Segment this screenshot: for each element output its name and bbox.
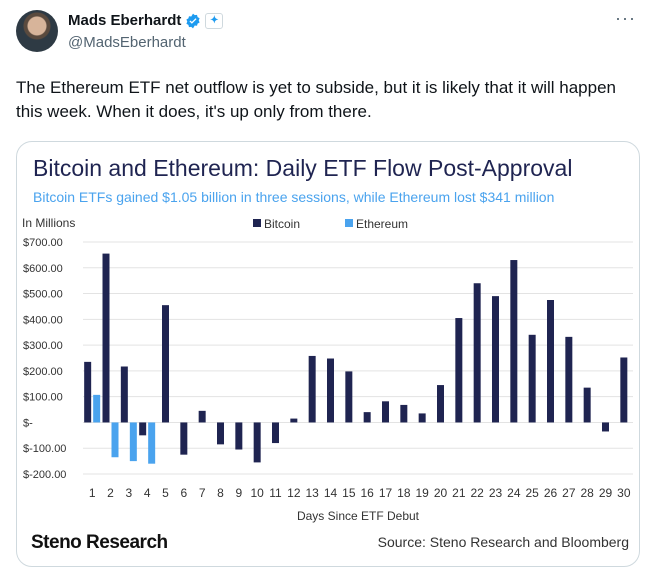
x-tick-label: 28 bbox=[580, 486, 594, 500]
y-tick-label: $600.00 bbox=[23, 263, 63, 275]
bar-bitcoin-day-21 bbox=[455, 318, 463, 423]
x-tick-label: 27 bbox=[562, 486, 576, 500]
x-tick-label: 16 bbox=[360, 486, 374, 500]
y-tick-label: $200.00 bbox=[23, 366, 63, 378]
bar-bitcoin-day-30 bbox=[620, 357, 628, 423]
bar-ethereum-day-1 bbox=[93, 394, 101, 423]
bar-bitcoin-day-25 bbox=[528, 334, 536, 423]
x-tick-label: 26 bbox=[544, 486, 558, 500]
x-axis-label: Days Since ETF Debut bbox=[297, 509, 420, 523]
verified-badge-icon bbox=[186, 13, 200, 28]
x-tick-label: 24 bbox=[507, 486, 521, 500]
bar-bitcoin-day-2 bbox=[102, 253, 110, 423]
y-tick-label: $500.00 bbox=[23, 289, 63, 301]
chart-title: Bitcoin and Ethereum: Daily ETF Flow Pos… bbox=[33, 155, 572, 181]
bar-bitcoin-day-1 bbox=[84, 361, 92, 423]
x-tick-label: 23 bbox=[489, 486, 503, 500]
bar-bitcoin-day-20 bbox=[437, 385, 444, 423]
x-tick-label: 8 bbox=[217, 486, 224, 500]
bar-bitcoin-day-4 bbox=[139, 422, 147, 436]
x-tick-label: 15 bbox=[342, 486, 356, 500]
display-name[interactable]: Mads Eberhardt bbox=[68, 12, 182, 29]
bar-bitcoin-day-7 bbox=[198, 410, 206, 423]
x-tick-label: 6 bbox=[180, 486, 187, 500]
steno-research-logo: Steno Research bbox=[31, 532, 168, 553]
y-tick-label: $-200.00 bbox=[23, 469, 66, 481]
bar-bitcoin-day-29 bbox=[602, 422, 609, 432]
x-tick-label: 7 bbox=[199, 486, 206, 500]
x-tick-label: 17 bbox=[379, 486, 393, 500]
bar-ethereum-day-3 bbox=[129, 422, 137, 462]
bar-bitcoin-day-5 bbox=[162, 305, 169, 423]
x-tick-label: 1 bbox=[89, 486, 96, 500]
legend-label-bitcoin: Bitcoin bbox=[264, 217, 300, 231]
x-tick-label: 12 bbox=[287, 486, 301, 500]
chart-subtitle: Bitcoin ETFs gained $1.05 billion in thr… bbox=[33, 189, 554, 205]
x-tick-label: 30 bbox=[617, 486, 631, 500]
y-tick-label: $100.00 bbox=[23, 392, 63, 404]
bar-bitcoin-day-17 bbox=[382, 401, 389, 423]
x-tick-label: 13 bbox=[305, 486, 319, 500]
x-tick-label: 18 bbox=[397, 486, 411, 500]
more-options-icon[interactable]: ··· bbox=[615, 8, 636, 28]
legend-swatch-ethereum bbox=[345, 219, 353, 227]
x-tick-label: 5 bbox=[162, 486, 169, 500]
x-tick-label: 20 bbox=[434, 486, 448, 500]
y-tick-label: $-100.00 bbox=[23, 443, 66, 455]
x-tick-label: 10 bbox=[250, 486, 264, 500]
chart-source: Source: Steno Research and Bloomberg bbox=[378, 534, 629, 550]
bar-ethereum-day-4 bbox=[148, 422, 156, 464]
y-axis-label: In Millions bbox=[22, 216, 75, 230]
y-tick-label: $700.00 bbox=[23, 237, 63, 249]
tweet-text: The Ethereum ETF net outflow is yet to s… bbox=[16, 78, 617, 121]
bar-bitcoin-day-22 bbox=[473, 283, 481, 423]
affiliate-badge-icon[interactable]: ✦ bbox=[205, 12, 224, 29]
bar-bitcoin-day-11 bbox=[272, 422, 279, 444]
legend-swatch-bitcoin bbox=[253, 219, 261, 227]
x-tick-label: 22 bbox=[470, 486, 484, 500]
x-tick-label: 9 bbox=[235, 486, 242, 500]
y-tick-label: $400.00 bbox=[23, 314, 63, 326]
bar-bitcoin-day-15 bbox=[345, 371, 353, 423]
bar-ethereum-day-2 bbox=[111, 422, 119, 458]
x-tick-label: 4 bbox=[144, 486, 151, 500]
bar-bitcoin-day-9 bbox=[235, 422, 243, 450]
bar-bitcoin-day-16 bbox=[363, 412, 371, 423]
bar-bitcoin-day-14 bbox=[327, 358, 334, 423]
x-tick-label: 19 bbox=[415, 486, 429, 500]
y-tick-label: $300.00 bbox=[23, 340, 63, 352]
legend-label-ethereum: Ethereum bbox=[356, 217, 408, 231]
bar-bitcoin-day-23 bbox=[492, 296, 499, 423]
bar-bitcoin-day-3 bbox=[120, 366, 128, 423]
bar-bitcoin-day-6 bbox=[180, 422, 188, 455]
bar-bitcoin-day-18 bbox=[400, 404, 408, 423]
x-tick-label: 25 bbox=[525, 486, 539, 500]
y-tick-label: $- bbox=[23, 417, 33, 429]
bar-bitcoin-day-10 bbox=[253, 422, 261, 463]
x-tick-label: 29 bbox=[599, 486, 613, 500]
x-tick-label: 3 bbox=[125, 486, 132, 500]
bar-bitcoin-day-12 bbox=[290, 418, 298, 423]
bar-bitcoin-day-27 bbox=[565, 336, 573, 423]
etf-flow-chart: Bitcoin and Ethereum: Daily ETF Flow Pos… bbox=[22, 155, 633, 553]
user-handle[interactable]: @MadsEberhardt bbox=[68, 34, 186, 51]
avatar[interactable] bbox=[16, 10, 58, 52]
bar-bitcoin-day-8 bbox=[217, 422, 224, 445]
chart-image-card[interactable]: Bitcoin and Ethereum: Daily ETF Flow Pos… bbox=[16, 141, 640, 567]
bar-bitcoin-day-19 bbox=[418, 413, 426, 423]
x-tick-label: 11 bbox=[269, 486, 282, 500]
bar-bitcoin-day-13 bbox=[308, 355, 316, 423]
bar-bitcoin-day-26 bbox=[547, 300, 554, 423]
x-tick-label: 21 bbox=[452, 486, 466, 500]
x-tick-label: 2 bbox=[107, 486, 114, 500]
x-tick-label: 14 bbox=[324, 486, 338, 500]
bar-bitcoin-day-24 bbox=[510, 260, 518, 423]
bar-bitcoin-day-28 bbox=[583, 387, 591, 423]
